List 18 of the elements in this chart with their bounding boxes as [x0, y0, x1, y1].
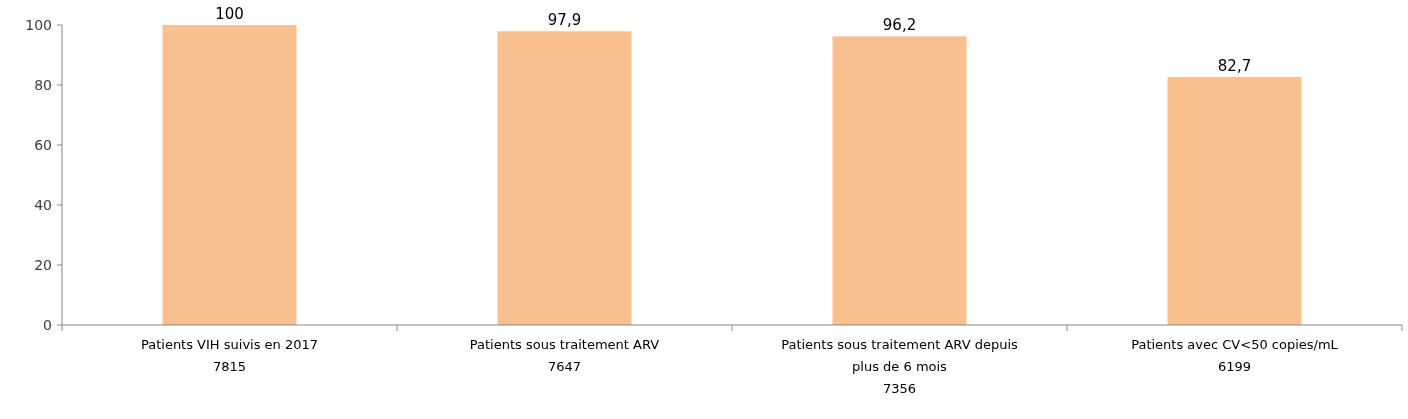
y-tick-label: 80 — [34, 76, 52, 93]
data-label: 96,2 — [882, 16, 917, 35]
bar — [162, 25, 297, 325]
y-tick-label: 100 — [25, 16, 52, 33]
y-tick-label: 0 — [43, 316, 52, 333]
data-label: 100 — [215, 5, 244, 23]
y-tick-label: 60 — [34, 136, 52, 153]
bar — [832, 36, 967, 325]
bar — [1167, 76, 1302, 325]
data-label: 97,9 — [547, 11, 582, 30]
x-tick-label: Patients sous traitement ARV depuis plus de 6 mois 7356 — [781, 337, 1019, 396]
y-tick-label: 40 — [34, 196, 52, 213]
x-tick-label: Patients VIH suivis en 2017 7815 — [140, 337, 319, 374]
data-label: 82,7 — [1217, 56, 1252, 75]
x-tick-label: Patients sous traitement ARV 7647 — [469, 337, 660, 374]
bar — [497, 31, 632, 325]
x-tick-label: Patients avec CV<50 copies/mL 6199 — [1131, 337, 1339, 374]
y-tick-label: 20 — [34, 256, 52, 273]
